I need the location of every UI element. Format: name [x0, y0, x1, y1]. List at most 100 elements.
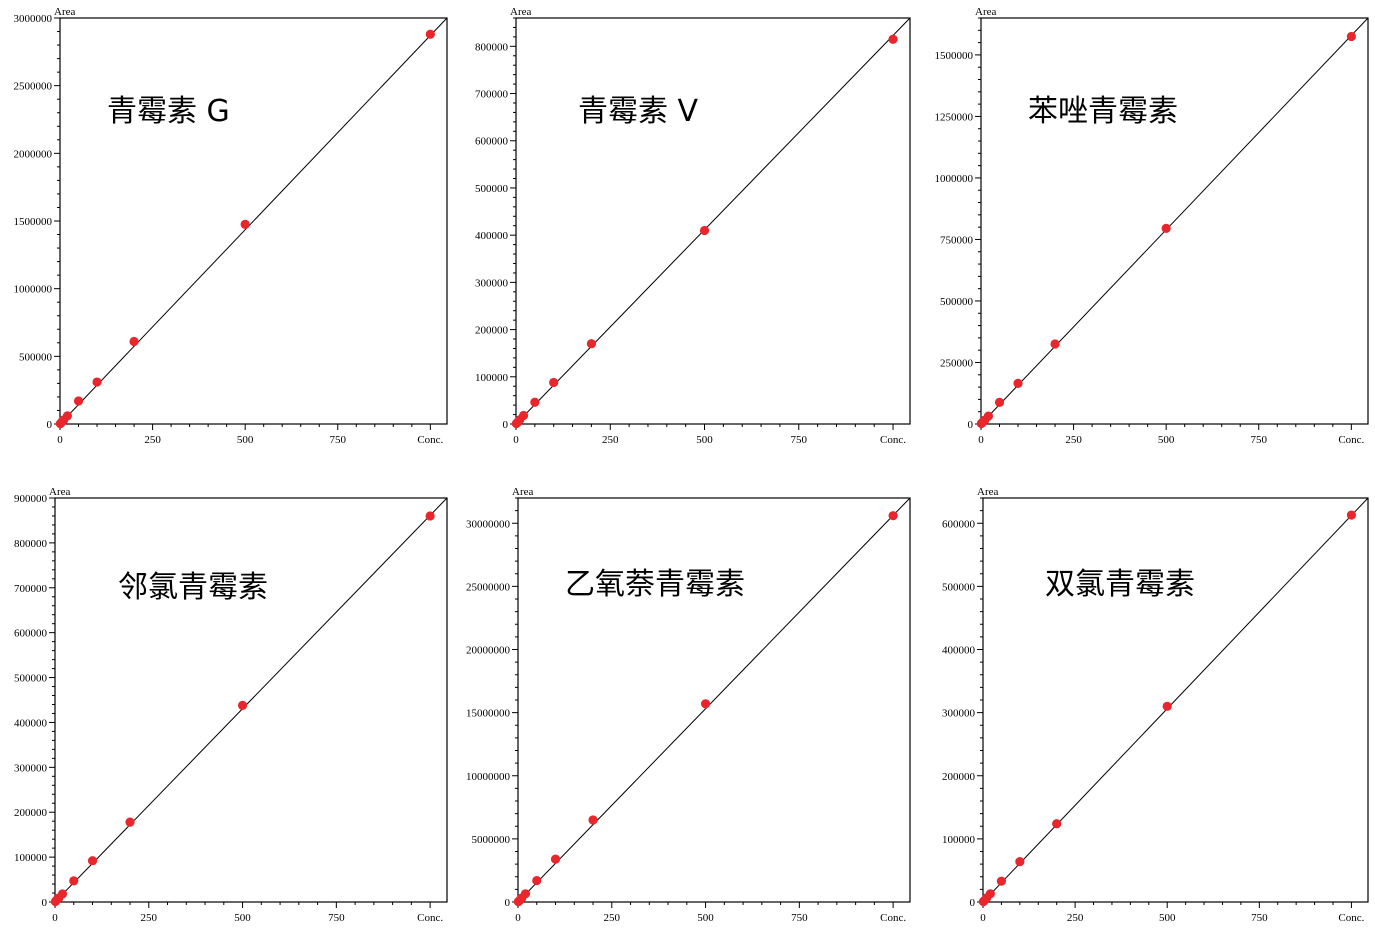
x-axis-label: Conc.	[880, 912, 906, 924]
x-tick-label: 500	[696, 434, 713, 446]
data-point	[1050, 339, 1060, 349]
fit-line	[982, 497, 1369, 903]
y-tick-label: 900000	[14, 493, 48, 505]
x-axis-label: Conc.	[417, 912, 443, 924]
y-tick-label: 30000000	[466, 518, 511, 530]
y-tick-label: 300000	[14, 762, 48, 774]
x-tick-label: 500	[1159, 912, 1176, 924]
fit-line	[515, 17, 911, 425]
y-tick-label: 500000	[475, 183, 509, 195]
y-tick-label: 1250000	[935, 111, 974, 123]
x-tick-label: 0	[52, 912, 58, 924]
data-point	[240, 219, 250, 229]
y-tick-label: 800000	[14, 538, 48, 550]
y-axis-label: Area	[975, 6, 996, 18]
x-tick-label: 250	[1067, 912, 1084, 924]
x-axis-label: Conc.	[1338, 434, 1364, 446]
y-tick-label: 1000000	[14, 284, 53, 296]
chart-panel: 0 100000 200000 300000 400000 500000 600000 0 25…	[942, 486, 1369, 924]
x-tick-label: 750	[1251, 434, 1268, 446]
chart-panel: 0 250000 500000 750000 1000000 1250000 1500000…	[935, 6, 1369, 446]
y-tick-label: 300000	[475, 277, 509, 289]
data-point	[237, 700, 248, 710]
chart-title: 青霉素 G	[107, 94, 230, 129]
plot-frame	[515, 17, 911, 425]
y-tick-label: 0	[505, 897, 511, 909]
y-axis-label: Area	[54, 6, 75, 18]
data-point	[586, 339, 597, 349]
data-point	[92, 377, 102, 387]
y-tick-label: 2500000	[14, 81, 53, 93]
y-tick-label: 100000	[475, 372, 509, 384]
x-tick-label: 750	[1251, 912, 1268, 924]
data-point	[699, 225, 710, 236]
x-tick-label: 0	[57, 434, 63, 446]
x-tick-label: 250	[144, 434, 161, 446]
y-tick-label: 750000	[940, 234, 974, 246]
x-axis-label: Conc.	[1338, 912, 1364, 924]
data-point	[532, 875, 542, 886]
data-point	[125, 817, 135, 827]
x-tick-label: 750	[330, 434, 347, 446]
y-axis-label: Area	[977, 486, 998, 498]
fit-line	[980, 17, 1369, 425]
y-tick-label: 0	[42, 897, 48, 909]
data-point	[530, 397, 540, 407]
fit-line	[59, 17, 448, 425]
x-tick-label: 250	[602, 434, 619, 446]
data-point	[588, 815, 598, 825]
plot-frame	[54, 497, 448, 903]
chart-title: 乙氧萘青霉素	[565, 567, 745, 602]
y-tick-label: 100000	[942, 834, 976, 846]
y-tick-label: 25000000	[466, 581, 511, 593]
data-point	[1346, 31, 1356, 42]
y-tick-label: 200000	[942, 771, 976, 783]
x-axis-label: Conc.	[880, 434, 906, 446]
data-point	[425, 511, 435, 521]
data-point	[700, 699, 711, 709]
y-tick-label: 0	[47, 419, 53, 431]
x-tick-label: 750	[328, 912, 345, 924]
y-tick-label: 600000	[942, 518, 976, 530]
y-tick-label: 1500000	[14, 216, 53, 228]
data-point	[1052, 819, 1062, 829]
chart-panel: 0 5000000 10000000 15000000 20000000 25000000…	[466, 486, 911, 924]
fit-line	[517, 497, 911, 903]
data-point	[1161, 223, 1171, 233]
y-tick-label: 2000000	[14, 148, 53, 160]
y-tick-label: 20000000	[466, 645, 511, 657]
data-point	[983, 411, 994, 421]
x-tick-label: 0	[978, 434, 984, 446]
y-axis-label: Area	[512, 486, 533, 498]
y-tick-label: 100000	[14, 852, 48, 864]
data-point	[57, 889, 68, 899]
plot-frame	[980, 17, 1369, 425]
fit-line	[54, 497, 448, 903]
y-tick-label: 200000	[14, 807, 48, 819]
x-tick-label: 0	[515, 912, 521, 924]
x-tick-label: 0	[513, 434, 519, 446]
data-point	[985, 889, 995, 899]
data-point	[550, 854, 561, 864]
chart-title: 邻氯青霉素	[118, 570, 268, 605]
x-axis-label: Conc.	[417, 434, 443, 446]
x-tick-label: 500	[237, 434, 254, 446]
y-tick-label: 300000	[942, 708, 976, 720]
chart-panel: 0 100000 200000 300000 400000 500000 600000 700…	[475, 6, 911, 446]
y-tick-label: 500000	[14, 673, 48, 685]
x-tick-label: 750	[791, 434, 808, 446]
y-tick-label: 600000	[14, 628, 48, 640]
y-tick-label: 250000	[940, 357, 974, 369]
x-tick-label: 250	[141, 912, 158, 924]
data-point	[87, 856, 98, 866]
data-point	[888, 511, 898, 521]
x-tick-label: 500	[234, 912, 251, 924]
data-point	[888, 34, 898, 44]
data-point	[1162, 701, 1172, 711]
y-tick-label: 400000	[475, 230, 509, 242]
chart-title: 苯唑青霉素	[1028, 94, 1178, 129]
y-tick-label: 5000000	[472, 834, 511, 846]
data-point	[129, 336, 139, 347]
y-tick-label: 700000	[475, 89, 509, 101]
